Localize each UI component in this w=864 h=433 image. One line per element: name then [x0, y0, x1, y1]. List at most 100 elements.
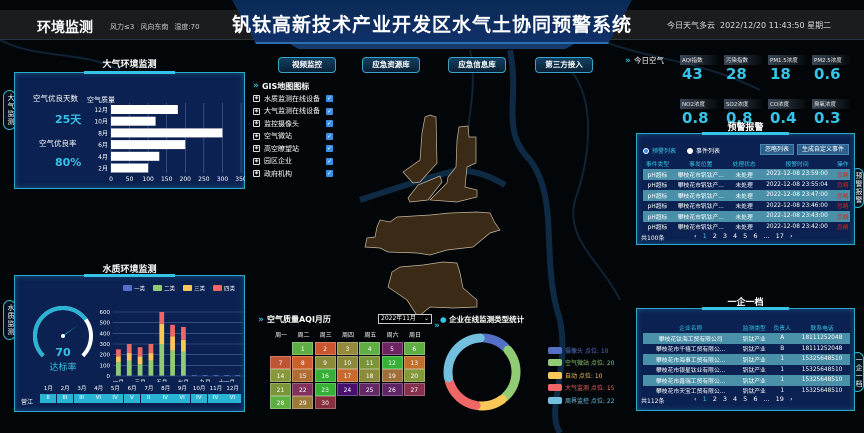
table-row[interactable]: pH超标 攀枝花市钒钛产... 未处理 2022-12-08 23:59:00 忽略: [643, 169, 850, 180]
legend-item[interactable]: 摄像头 点位: 10: [548, 344, 614, 357]
radio-event-list[interactable]: 事件列表: [687, 146, 720, 155]
park-zone-4[interactable]: [364, 211, 501, 256]
donut-slice[interactable]: [479, 333, 511, 352]
checkbox[interactable]: ✓: [326, 170, 333, 178]
page-button[interactable]: ‹: [694, 232, 697, 240]
gis-layer-item[interactable]: ◈ 政府机构 ✓: [253, 168, 343, 181]
donut-slice[interactable]: [444, 376, 481, 410]
page-button[interactable]: 17: [775, 232, 784, 240]
calendar-day[interactable]: 12: [381, 355, 403, 369]
gis-layer-item[interactable]: ◈ 监控摄像头 ✓: [253, 118, 343, 131]
video-monitor-button[interactable]: 视频监控: [278, 57, 336, 73]
calendar-day[interactable]: 7: [270, 355, 291, 369]
month-select[interactable]: 2022年11月 ⌄: [378, 314, 432, 324]
page-button[interactable]: ›: [789, 395, 793, 403]
radio-alarm-list[interactable]: 预警列表: [643, 146, 676, 155]
calendar-day[interactable]: 22: [292, 382, 314, 396]
checkbox[interactable]: ✓: [326, 95, 333, 103]
park-zone-5[interactable]: [387, 261, 478, 318]
calendar-day[interactable]: 11: [359, 355, 381, 369]
page-button[interactable]: 5: [743, 395, 748, 403]
page-button[interactable]: 4: [733, 395, 738, 403]
ignore-link[interactable]: 忽略: [836, 183, 849, 190]
ignore-link[interactable]: 忽略: [835, 169, 850, 180]
table-row[interactable]: 攀枝花钛海工贸有限公司 钒钛产业 A 18111252048: [643, 333, 850, 344]
legend-item[interactable]: 大气监测 点位: 15: [548, 382, 614, 395]
gis-layer-item[interactable]: ◈ 水质监测在线设备 ✓: [253, 93, 343, 106]
page-button[interactable]: 6: [753, 395, 758, 403]
calendar-day[interactable]: 8: [292, 355, 314, 369]
page-button[interactable]: ›: [789, 232, 793, 240]
custom-event-button[interactable]: 生成自定义事件: [797, 144, 850, 155]
ignore-link[interactable]: 忽略: [836, 204, 849, 211]
table-row[interactable]: pH超标 攀枝花市钒钛产... 未处理 2022-12-08 23:46:00 忽略: [643, 201, 850, 212]
page-button[interactable]: 6: [753, 232, 758, 240]
calendar-day[interactable]: 28: [270, 396, 291, 409]
table-row[interactable]: 攀枝花市千禧工贸有限公... 钒钛产业 B 18111252048: [643, 344, 850, 355]
page-button[interactable]: 3: [722, 395, 728, 403]
emergency-info-button[interactable]: 应急信息库: [448, 57, 506, 73]
table-row[interactable]: 攀枝花市海事工贸有限公... 钒钛产业 1 15325648510: [643, 354, 850, 365]
calendar-day[interactable]: 25: [359, 382, 381, 396]
page-button[interactable]: ...: [763, 232, 770, 240]
page-button[interactable]: 19: [775, 395, 784, 403]
calendar-day[interactable]: 4: [359, 342, 381, 355]
checkbox[interactable]: ✓: [326, 145, 333, 153]
checkbox[interactable]: ✓: [326, 132, 333, 140]
calendar-day[interactable]: 13: [403, 355, 425, 369]
calendar-day[interactable]: 24: [336, 382, 358, 396]
calendar-day[interactable]: 6: [403, 342, 425, 355]
calendar-day[interactable]: 15: [292, 369, 314, 382]
calendar-day[interactable]: 17: [336, 369, 358, 382]
table-row[interactable]: pH超标 攀枝花市钒钛产... 未处理 2022-12-08 23:55:04 忽略: [643, 180, 850, 191]
calendar-day[interactable]: 29: [292, 396, 314, 409]
donut-slice[interactable]: [475, 394, 507, 411]
page-button[interactable]: 2: [712, 395, 717, 403]
checkbox[interactable]: ✓: [326, 157, 333, 165]
legend-item[interactable]: 周界监控 点位: 22: [548, 394, 614, 407]
gis-layer-item[interactable]: ◈ 大气监测在线设备 ✓: [253, 105, 343, 118]
ignore-link[interactable]: 忽略: [835, 190, 850, 201]
page-button[interactable]: 1: [702, 395, 707, 403]
legend-item[interactable]: 空气微站 点位: 20: [548, 357, 614, 370]
page-button[interactable]: 1: [702, 232, 707, 240]
page-button[interactable]: 3: [722, 232, 728, 240]
table-row[interactable]: pH超标 攀枝花市钒钛产... 未处理 2022-12-08 23:43:00 忽略: [643, 211, 850, 222]
table-row[interactable]: pH超标 攀枝花市钒钛产... 未处理 2022-12-08 23:42:00 忽略: [643, 222, 850, 233]
checkbox[interactable]: ✓: [326, 107, 333, 115]
park-zone-1[interactable]: [402, 114, 438, 184]
calendar-day[interactable]: 2: [314, 342, 336, 355]
third-party-button[interactable]: 第三方接入: [535, 57, 593, 73]
page-button[interactable]: ...: [763, 395, 770, 403]
donut-slice[interactable]: [500, 345, 521, 402]
calendar-day[interactable]: 27: [403, 382, 425, 396]
table-row[interactable]: 攀枝花市天宝工贸有限公... 钒钛产业 1 15325648510: [643, 386, 850, 397]
calendar-day[interactable]: 9: [314, 355, 336, 369]
calendar-day[interactable]: 18: [359, 369, 381, 382]
calendar-day[interactable]: 14: [270, 369, 291, 382]
ignore-link[interactable]: 忽略: [836, 225, 849, 232]
calendar-day[interactable]: 1: [292, 342, 314, 355]
calendar-day[interactable]: 10: [336, 355, 358, 369]
calendar-day[interactable]: 21: [270, 382, 291, 396]
page-button[interactable]: ‹: [694, 395, 697, 403]
gis-layer-item[interactable]: ◈ 园区企业 ✓: [253, 155, 343, 168]
donut-slice[interactable]: [443, 333, 485, 383]
table-row[interactable]: 攀枝花市银星钛业有限公... 钒钛产业 1 15325648510: [643, 365, 850, 376]
calendar-day[interactable]: 16: [314, 369, 336, 382]
page-button[interactable]: 5: [743, 232, 748, 240]
table-row[interactable]: 攀枝花市鑫瑞工贸有限公... 钒钛产业 1 15325648510: [643, 375, 850, 386]
calendar-day[interactable]: 26: [381, 382, 403, 396]
calendar-day[interactable]: 5: [381, 342, 403, 355]
ignore-list-button[interactable]: 忽略列表: [760, 144, 795, 155]
gis-layer-item[interactable]: ◈ 空气微站 ✓: [253, 130, 343, 143]
calendar-day[interactable]: 20: [403, 369, 425, 382]
park-zone-2[interactable]: [407, 175, 443, 203]
checkbox[interactable]: ✓: [326, 120, 333, 128]
calendar-day[interactable]: 23: [314, 382, 336, 396]
emergency-resource-button[interactable]: 应急资源库: [362, 57, 420, 73]
park-zone-3[interactable]: [429, 125, 478, 203]
ignore-link[interactable]: 忽略: [835, 211, 850, 222]
calendar-day[interactable]: 3: [336, 342, 358, 355]
